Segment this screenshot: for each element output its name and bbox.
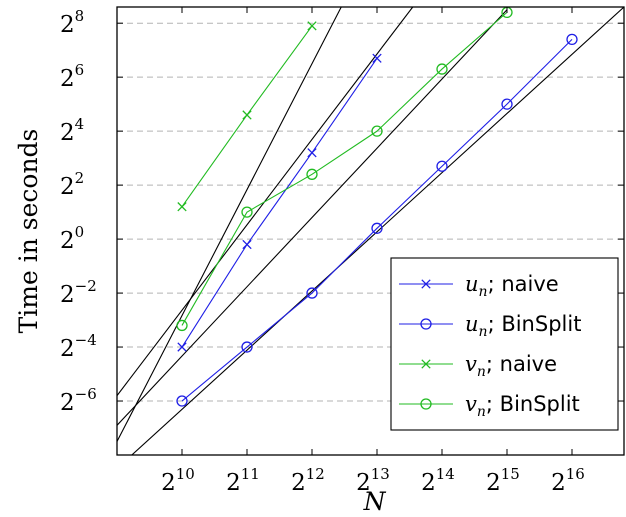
y-tick-label-3: 22 xyxy=(60,169,84,200)
data-point-1-4 xyxy=(436,160,448,172)
data-point-0-3 xyxy=(372,53,382,63)
data-point-1-0 xyxy=(176,395,188,407)
series-line-1 xyxy=(181,38,573,402)
legend-label-0: un; naive xyxy=(465,272,559,300)
data-point-3-3 xyxy=(371,125,383,137)
data-point-2-0 xyxy=(177,202,187,212)
y-tick-label-0: 28 xyxy=(60,7,84,38)
plot-frame xyxy=(116,6,625,456)
legend-entry-0: un; naive xyxy=(399,272,559,300)
legend-marker-0 xyxy=(421,279,431,289)
data-point-1-3 xyxy=(371,222,383,234)
series-u-circle xyxy=(176,33,578,407)
grid xyxy=(117,22,624,402)
x-tick-label-2: 212 xyxy=(291,465,325,496)
data-point-3-0 xyxy=(176,319,188,332)
y-tick-label-4: 20 xyxy=(60,223,84,254)
series-line-0 xyxy=(181,57,378,348)
x-axis-title: N xyxy=(363,487,387,516)
data-point-2-2 xyxy=(307,21,317,31)
data-point-3-2 xyxy=(306,168,318,180)
legend-label-2: vn; naive xyxy=(465,352,557,380)
series-v-cross xyxy=(177,21,317,212)
reference-line-2 xyxy=(117,9,508,426)
series-line-3 xyxy=(181,11,508,326)
y-tick-label-5: 2−2 xyxy=(60,277,97,308)
data-point-0-2 xyxy=(307,148,317,158)
data-point-1-1 xyxy=(241,341,253,353)
data-point-1-2 xyxy=(306,287,318,299)
legend-label-1: un; BinSplit xyxy=(465,312,581,340)
data-point-0-0 xyxy=(177,342,187,352)
reference-line-0 xyxy=(117,7,342,442)
legend: un; naive un; BinSplit vn; naive vn; BinSpl… xyxy=(390,257,619,431)
y-tick-label-7: 2−6 xyxy=(60,385,97,416)
legend-marker-1 xyxy=(420,318,432,330)
y-tick-label-1: 26 xyxy=(60,61,84,92)
legend-entry-2: vn; naive xyxy=(399,352,557,380)
legend-entry-1: un; BinSplit xyxy=(399,312,581,340)
x-tick-label-0: 210 xyxy=(161,465,195,496)
legend-marker-3 xyxy=(420,398,432,410)
y-tick-label-6: 2−4 xyxy=(60,331,97,362)
data-point-3-4 xyxy=(436,63,448,75)
reference-lines xyxy=(117,7,624,455)
x-tick-label-4: 214 xyxy=(421,465,455,496)
x-tick-label-6: 216 xyxy=(551,465,585,496)
series-layer xyxy=(176,7,578,407)
data-point-0-1 xyxy=(242,239,252,250)
data-point-3-1 xyxy=(241,206,253,218)
y-axis-title: Time in seconds xyxy=(14,129,43,334)
legend-marker-2 xyxy=(421,359,431,369)
data-point-1-6 xyxy=(566,33,578,46)
data-point-1-5 xyxy=(501,98,513,110)
legend-entry-3: vn; BinSplit xyxy=(399,392,580,420)
x-tick-label-1: 211 xyxy=(226,465,260,496)
reference-line-3 xyxy=(131,7,624,455)
data-point-2-1 xyxy=(242,110,252,120)
legend-label-3: vn; BinSplit xyxy=(465,392,580,420)
series-u-cross xyxy=(177,53,382,352)
y-tick-label-2: 24 xyxy=(60,115,84,146)
x-tick-label-5: 215 xyxy=(486,465,520,496)
